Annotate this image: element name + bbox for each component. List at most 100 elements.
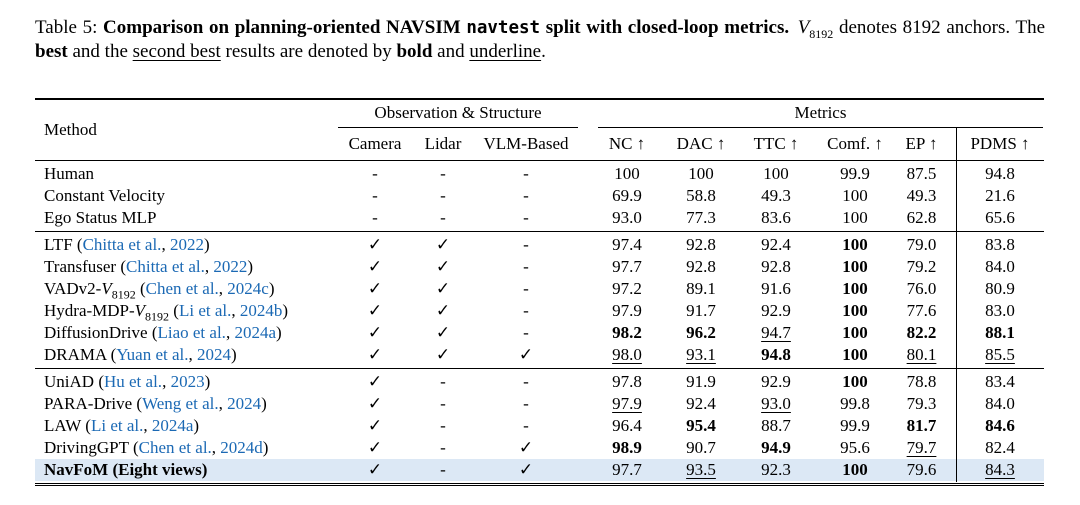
check-icon: ✓	[435, 279, 451, 298]
metric-value: 100	[842, 372, 868, 391]
metric-value: 65.6	[985, 208, 1015, 227]
citation-year-link[interactable]: 2024c	[227, 279, 269, 298]
metric-value: 100	[842, 323, 868, 342]
check-icon: ✓	[435, 301, 451, 320]
metric-value: 93.0	[612, 208, 642, 227]
metric-value: 97.9	[612, 301, 642, 320]
dash-icon: -	[372, 208, 378, 227]
col-header-lidar: Lidar	[424, 134, 462, 153]
metric-value: 49.3	[906, 186, 937, 205]
check-icon: ✓	[367, 372, 383, 391]
citation-link[interactable]: Weng et al.	[142, 394, 219, 413]
metric-value: 100	[842, 279, 868, 298]
metric-value: 91.9	[686, 372, 716, 391]
metric-value: 94.8	[985, 164, 1015, 183]
dash-icon: -	[372, 186, 378, 205]
citation-link[interactable]: Yuan et al.	[116, 345, 189, 364]
header-rule	[35, 160, 1044, 161]
check-icon: ✓	[367, 323, 383, 342]
col-header-dac: DAC ↑	[676, 134, 726, 153]
metric-value: 94.8	[761, 345, 791, 364]
citation-link[interactable]: Li et al.	[90, 416, 144, 435]
citation-year-link[interactable]: 2024	[197, 345, 232, 364]
citation-year-link[interactable]: 2023	[170, 372, 205, 391]
metric-value: 89.1	[686, 279, 716, 298]
metric-value: 79.6	[906, 460, 937, 479]
method-name: Constant Velocity	[44, 186, 166, 205]
metric-value: 83.8	[985, 235, 1015, 254]
citation-year-link[interactable]: 2024a	[234, 323, 276, 342]
citation-link[interactable]: Chitta et al.	[82, 235, 162, 254]
citation-link[interactable]: Li et al.	[178, 301, 232, 320]
citation-link[interactable]: Chen et al.	[138, 438, 212, 457]
dash-icon: -	[440, 372, 446, 391]
method-name: Transfuser (Chitta et al., 2022)	[44, 257, 254, 276]
metric-value: 97.9	[612, 394, 642, 413]
script-v-symbol: V8192	[797, 17, 834, 41]
citation-year-link[interactable]: 2024b	[239, 301, 283, 320]
metric-value: 98.9	[612, 438, 642, 457]
metric-value: 100	[842, 186, 868, 205]
citation-year-link[interactable]: 2022	[169, 235, 204, 254]
table-row: DiffusionDrive (Liao et al., 2024a) ✓ ✓ - 98…	[35, 322, 1044, 344]
citation-link[interactable]: Chen et al.	[145, 279, 219, 298]
table-row: LTF (Chitta et al., 2022) ✓ ✓ - 97.4 92.8 92.4…	[35, 234, 1044, 256]
metric-value: 100	[842, 235, 868, 254]
dash-icon: -	[440, 164, 446, 183]
citation-link[interactable]: Chitta et al.	[126, 257, 205, 276]
citation-year-link[interactable]: 2024d	[220, 438, 263, 457]
metric-value: 96.4	[612, 416, 642, 435]
method-name: PARA-Drive (Weng et al., 2024)	[44, 394, 267, 413]
metric-value: 93.5	[686, 460, 716, 479]
check-icon: ✓	[518, 460, 534, 479]
table-row: Transfuser (Chitta et al., 2022) ✓ ✓ - 97.7 9…	[35, 256, 1044, 278]
table-caption: Table 5: Comparison on planning-oriented…	[35, 17, 1046, 62]
metric-value: 99.9	[840, 416, 870, 435]
top-rule	[35, 98, 1044, 100]
metric-value: 92.8	[686, 235, 716, 254]
anchor-count-subscript: 8192	[111, 287, 136, 302]
col-header-ttc: TTC ↑	[753, 134, 799, 153]
metric-value: 97.7	[612, 257, 642, 276]
citation-year-link[interactable]: 2024a	[151, 416, 194, 435]
dash-icon: -	[440, 186, 446, 205]
method-name: UniAD (Hu et al., 2023)	[44, 372, 211, 391]
anchor-count-subscript: 8192	[145, 309, 170, 324]
table-row: PARA-Drive (Weng et al., 2024) ✓ - - 97.9 92.…	[35, 393, 1044, 415]
metric-value: 92.4	[761, 235, 791, 254]
citation-link[interactable]: Hu et al.	[103, 372, 163, 391]
check-icon: ✓	[518, 438, 534, 457]
method-name: DrivingGPT (Chen et al., 2024d)	[44, 438, 269, 457]
citation-link[interactable]: Liao et al.	[157, 323, 226, 342]
check-icon: ✓	[367, 416, 383, 435]
metric-value: 97.4	[612, 235, 642, 254]
table-body: Human - - - 100 100 100 99.9 87.5 94.8 Constant Ve…	[35, 161, 1044, 483]
dash-icon: -	[523, 394, 529, 413]
col-header-comf: Comf. ↑	[827, 134, 883, 153]
dash-icon: -	[523, 208, 529, 227]
table-row: DrivingGPT (Chen et al., 2024d) ✓ - ✓ 98.9 90…	[35, 437, 1044, 459]
metric-value: 92.9	[761, 372, 791, 391]
metric-value: 98.2	[612, 323, 642, 342]
method-group: LTF (Chitta et al., 2022) ✓ ✓ - 97.4 92.8 92.4…	[35, 231, 1044, 368]
metric-value: 85.5	[985, 345, 1015, 364]
check-icon: ✓	[367, 301, 383, 320]
col-header-nc: NC ↑	[608, 134, 646, 153]
method-name: DRAMA (Yuan et al., 2024)	[44, 345, 237, 364]
dash-icon: -	[523, 235, 529, 254]
method-name: NavFoM (Eight views)	[44, 460, 208, 479]
check-icon: ✓	[367, 394, 383, 413]
metric-value: 21.6	[985, 186, 1015, 205]
dash-icon: -	[523, 416, 529, 435]
method-name: Human	[44, 164, 95, 183]
citation-year-link[interactable]: 2022	[213, 257, 248, 276]
metric-value: 92.9	[761, 301, 791, 320]
metric-value: 100	[614, 164, 640, 183]
metric-value: 79.2	[906, 257, 937, 276]
metric-value: 84.6	[985, 416, 1015, 435]
table-row: Human - - - 100 100 100 99.9 87.5 94.8	[35, 163, 1044, 185]
citation-year-link[interactable]: 2024	[227, 394, 262, 413]
caption-bold-title: Comparison on planning-oriented NAVSIM n…	[103, 17, 790, 38]
metric-value: 79.3	[906, 394, 937, 413]
metric-value: 97.2	[612, 279, 642, 298]
